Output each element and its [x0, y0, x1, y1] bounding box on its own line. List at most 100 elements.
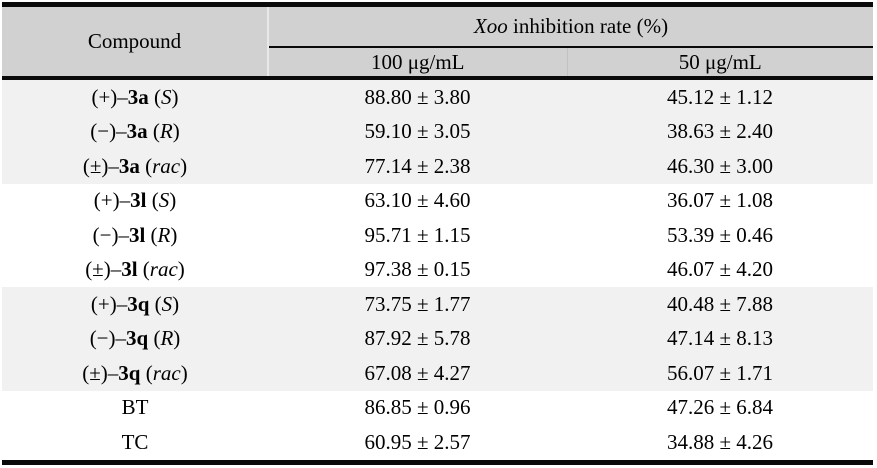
text-segment: (+)– — [91, 84, 128, 109]
text-segment: (+)– — [93, 188, 131, 213]
inhibition-100-cell: 88.80 ± 3.80 — [268, 78, 567, 115]
text-segment: ) — [172, 291, 180, 316]
text-segment: TC — [121, 429, 149, 454]
inhibition-50-cell: 34.88 ± 4.26 — [567, 425, 874, 462]
text-segment: (−)– — [89, 326, 127, 351]
inhibition-100-cell: 67.08 ± 4.27 — [268, 356, 567, 391]
inhibition-50-cell: 38.63 ± 2.40 — [567, 114, 874, 149]
text-segment: ) — [171, 84, 179, 109]
text-segment: (±)– — [82, 360, 119, 385]
compound-cell: TC — [2, 425, 268, 462]
text-segment: ( — [147, 119, 160, 144]
inhibition-100-cell: 73.75 ± 1.77 — [268, 287, 567, 322]
table-header: Compound Xoo inhibition rate (%) 100 μg/… — [2, 4, 874, 80]
text-segment: ) — [172, 119, 180, 144]
text-segment: ( — [149, 291, 162, 316]
text-segment: ) — [177, 257, 185, 282]
text-segment: R — [159, 119, 173, 144]
inhibition-50-cell: 45.12 ± 1.12 — [567, 78, 874, 115]
text-segment: rac — [152, 360, 181, 385]
col-header-100ug: 100 μg/mL — [268, 47, 568, 80]
text-segment: ( — [145, 222, 158, 247]
table-row: (±)–3q (rac) 67.08 ± 4.27 56.07 ± 1.71 — [2, 356, 874, 391]
text-segment: ) — [180, 360, 188, 385]
header-row-concentrations: 100 μg/mL 50 μg/mL — [2, 47, 874, 80]
inhibition-100-cell: 97.38 ± 0.15 — [268, 252, 567, 287]
compound-cell: (±)–3l (rac) — [2, 252, 268, 287]
inhibition-100-cell: 87.92 ± 5.78 — [268, 321, 567, 356]
table-row: (+)–3q (S) 73.75 ± 1.77 40.48 ± 7.88 — [2, 287, 874, 322]
table-body: (+)–3a (S) 88.80 ± 3.80 45.12 ± 1.12 (−)–3a… — [2, 78, 874, 462]
text-segment: rac — [152, 153, 181, 178]
compound-cell: (−)–3a (R) — [2, 114, 268, 149]
text-segment: 3l — [130, 188, 147, 213]
text-segment: 3q — [126, 326, 149, 351]
inhibition-100-cell: 63.10 ± 4.60 — [268, 183, 567, 218]
table-row: (+)–3l (S) 63.10 ± 4.60 36.07 ± 1.08 — [2, 183, 874, 218]
inhibition-100-cell: 59.10 ± 3.05 — [268, 114, 567, 149]
text-segment: inhibition rate (%) — [507, 14, 669, 38]
inhibition-100-cell: 77.14 ± 2.38 — [268, 149, 567, 184]
compound-cell: (±)–3a (rac) — [2, 149, 268, 184]
text-segment: (±)– — [82, 153, 119, 178]
col-header-xoo-inhibition-rate: Xoo inhibition rate (%) — [268, 4, 874, 48]
text-segment: ) — [170, 222, 178, 247]
compound-cell: BT — [2, 390, 268, 425]
inhibition-100-cell: 95.71 ± 1.15 — [268, 218, 567, 253]
text-segment: 3q — [127, 291, 150, 316]
compound-cell: (+)–3a (S) — [2, 78, 268, 115]
inhibition-50-cell: 47.14 ± 8.13 — [567, 321, 874, 356]
inhibition-50-cell: 46.30 ± 3.00 — [567, 149, 874, 184]
inhibition-50-cell: 40.48 ± 7.88 — [567, 287, 874, 322]
text-segment: rac — [149, 257, 178, 282]
inhibition-50-cell: 46.07 ± 4.20 — [567, 252, 874, 287]
col-header-50ug: 50 μg/mL — [567, 47, 874, 80]
compound-cell: (−)–3l (R) — [2, 218, 268, 253]
text-segment: ( — [140, 360, 153, 385]
table-row: TC 60.95 ± 2.57 34.88 ± 4.26 — [2, 425, 874, 462]
text-segment: R — [160, 326, 174, 351]
compound-cell: (−)–3q (R) — [2, 321, 268, 356]
text-segment: S — [161, 291, 173, 316]
compound-cell: (±)–3q (rac) — [2, 356, 268, 391]
table-row: (±)–3l (rac) 97.38 ± 0.15 46.07 ± 4.20 — [2, 252, 874, 287]
inhibition-100-cell: 86.85 ± 0.96 — [268, 390, 567, 425]
header-row-group: Compound Xoo inhibition rate (%) — [2, 4, 874, 80]
text-segment: ( — [137, 257, 150, 282]
table-row: BT 86.85 ± 0.96 47.26 ± 6.84 — [2, 390, 874, 425]
text-segment: ( — [139, 153, 153, 178]
table-row: (−)–3q (R) 87.92 ± 5.78 47.14 ± 8.13 — [2, 321, 874, 356]
text-segment: 3a — [126, 119, 148, 144]
inhibition-50-cell: 56.07 ± 1.71 — [567, 356, 874, 391]
text-segment: 3l — [128, 222, 146, 247]
text-segment: BT — [121, 395, 149, 420]
text-segment: ( — [146, 188, 159, 213]
text-segment: ) — [173, 326, 181, 351]
text-segment: S — [158, 188, 170, 213]
text-segment: 3q — [118, 360, 141, 385]
inhibition-50-cell: 36.07 ± 1.08 — [567, 183, 874, 218]
text-segment: ( — [148, 84, 162, 109]
text-segment: (+)– — [90, 291, 128, 316]
text-segment: 3a — [118, 153, 140, 178]
compound-cell: (+)–3q (S) — [2, 287, 268, 322]
table-row: (±)–3a (rac) 77.14 ± 2.38 46.30 ± 3.00 — [2, 149, 874, 184]
text-segment: 3a — [127, 84, 149, 109]
inhibition-50-cell: 47.26 ± 6.84 — [567, 390, 874, 425]
text-segment: 3l — [121, 257, 138, 282]
table-row: (−)–3a (R) 59.10 ± 3.05 38.63 ± 2.40 — [2, 114, 874, 149]
table-row: (−)–3l (R) 95.71 ± 1.15 53.39 ± 0.46 — [2, 218, 874, 253]
text-segment: ) — [169, 188, 177, 213]
text-segment: Xoo — [473, 14, 508, 38]
text-segment: ( — [148, 326, 161, 351]
table-row: (+)–3a (S) 88.80 ± 3.80 45.12 ± 1.12 — [2, 78, 874, 115]
text-segment: R — [157, 222, 171, 247]
inhibition-50-cell: 53.39 ± 0.46 — [567, 218, 874, 253]
text-segment: (−)– — [92, 222, 129, 247]
text-segment: S — [161, 84, 172, 109]
text-segment: ) — [180, 153, 188, 178]
text-segment: (−)– — [90, 119, 127, 144]
inhibition-100-cell: 60.95 ± 2.57 — [268, 425, 567, 462]
